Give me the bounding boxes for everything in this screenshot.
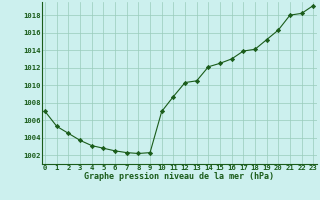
X-axis label: Graphe pression niveau de la mer (hPa): Graphe pression niveau de la mer (hPa) (84, 172, 274, 181)
